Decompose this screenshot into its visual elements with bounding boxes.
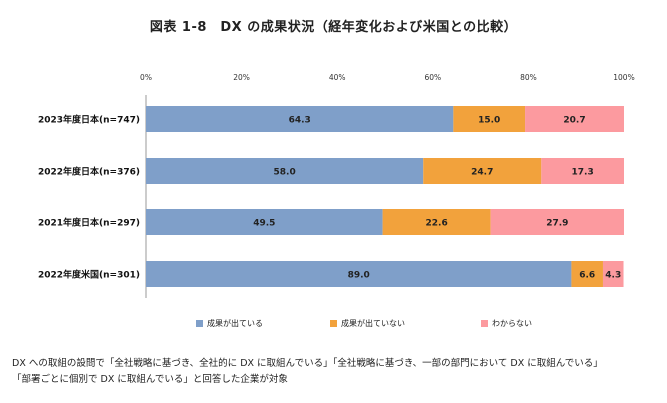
bar-segment [146,158,424,184]
bar-segment [146,261,572,287]
category-label: 2023年度日本(n=747) [38,114,140,126]
data-label: 22.6 [426,219,448,229]
bar-segment [423,158,542,184]
bar-segment [525,106,624,132]
x-tick-label: 100% [613,73,634,82]
data-label: 89.0 [348,271,370,281]
data-label: 49.5 [253,219,275,229]
bar-segment [382,209,491,235]
data-label: 15.0 [478,116,500,126]
legend-item: わからない [481,318,532,329]
bar-segment [146,209,383,235]
legend-swatch [330,320,337,327]
note-line-1: DX への取組の設問で「全社戦略に基づき、全社的に DX に取組んでいる」「全社… [12,358,603,369]
category-label: 2021年度日本(n=297) [38,217,140,229]
x-tick-label: 20% [233,73,250,82]
data-label: 6.6 [579,271,595,281]
bar-segment [453,106,526,132]
legend-swatch [481,320,488,327]
bar-segment [490,209,624,235]
x-tick-label: 80% [520,73,537,82]
data-label: 64.3 [289,116,311,126]
chart-legend: 成果が出ている 成果が出ていない わからない [0,318,667,334]
legend-label: わからない [492,319,532,328]
category-label: 2022年度米国(n=301) [38,269,140,281]
data-label: 27.9 [546,219,568,229]
legend-swatch [196,320,203,327]
stacked-bar-chart: 0% 20% 40% 60% 80% 100% 2023年度日本(n=747) 64.3 15.… [38,73,635,298]
legend-item: 成果が出ている [196,318,263,329]
bar-segment [541,158,624,184]
x-tick-label: 40% [329,73,346,82]
bar-segment [602,261,624,287]
category-label: 2022年度日本(n=376) [38,166,140,178]
data-label: 20.7 [563,116,585,126]
bar-segment [571,261,603,287]
data-label: 24.7 [471,168,493,178]
legend-item: 成果が出ていない [330,318,405,329]
chart-title: 図表 1-8 DX の成果状況（経年変化および米国との比較） [149,20,518,35]
x-tick-label: 0% [140,73,152,82]
x-tick-label: 60% [424,73,441,82]
legend-label: 成果が出ていない [341,319,405,328]
legend-label: 成果が出ている [207,319,263,328]
note-line-2: 「部署ごとに個別で DX に取組んでいる」と回答した企業が対象 [12,374,288,385]
bar-segment [146,106,454,132]
data-label: 58.0 [274,168,296,178]
data-label: 17.3 [572,168,594,178]
data-label: 4.3 [605,271,621,281]
